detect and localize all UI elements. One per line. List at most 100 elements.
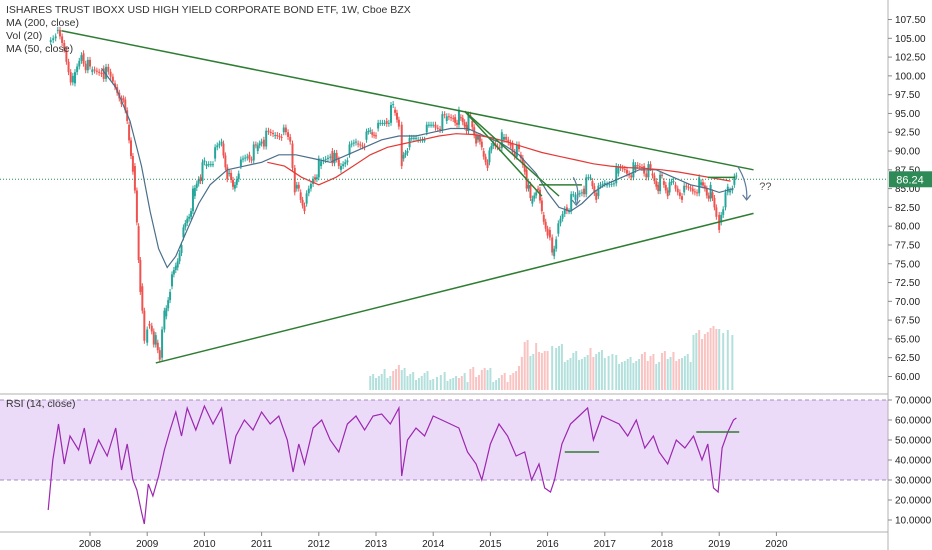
volume-bar — [623, 361, 626, 390]
candle-body — [412, 137, 415, 139]
volume-bar — [706, 332, 709, 390]
candle-body — [724, 192, 727, 208]
candle-body — [513, 151, 516, 157]
price-tick-label: 82.50 — [895, 203, 920, 214]
trendline — [61, 30, 754, 171]
volume-bar — [638, 359, 641, 390]
candle-body — [711, 192, 714, 198]
price-tick-label: 105.00 — [895, 34, 926, 45]
time-tick-label: 2012 — [308, 539, 331, 550]
volume-bar — [692, 335, 695, 390]
candle-body — [357, 143, 360, 145]
candle-body — [685, 185, 688, 187]
candle-body — [102, 68, 105, 79]
candle-body — [95, 70, 98, 72]
candle-body — [299, 192, 302, 200]
candle-body — [674, 184, 677, 189]
candle-body — [71, 75, 74, 83]
candle-body — [436, 127, 439, 129]
candle-body — [597, 185, 600, 197]
candle-body — [430, 124, 433, 126]
candle-body — [228, 172, 231, 174]
candle-body — [595, 192, 598, 200]
candle-body — [700, 182, 703, 185]
candle-body — [477, 136, 480, 140]
candle-body — [141, 286, 144, 311]
rsi-tick-label: 40.0000 — [895, 456, 932, 467]
candle-body — [565, 207, 568, 212]
candle-body — [67, 61, 70, 73]
volume-bar — [555, 348, 558, 390]
volume-bar — [406, 376, 409, 390]
volume-bar — [566, 360, 569, 390]
candle-body — [250, 159, 253, 161]
candle-body — [649, 164, 652, 168]
volume-bar — [477, 375, 480, 390]
candle-body — [683, 185, 686, 193]
price-tick-label: 95.00 — [895, 109, 920, 120]
rsi-pane-legend: RSI (14, close) — [6, 398, 75, 411]
rsi-label[interactable]: RSI (14, close) — [6, 398, 76, 410]
candle-body — [317, 158, 320, 178]
time-tick-label: 2011 — [251, 539, 273, 550]
volume-bar — [538, 352, 541, 390]
volume-bar — [486, 370, 489, 390]
candle-body — [689, 187, 692, 189]
candle-body — [392, 104, 395, 106]
candle-body — [471, 120, 474, 128]
candle-body — [156, 342, 159, 351]
rsi-tick-label: 30.0000 — [895, 476, 932, 487]
candle-body — [265, 130, 268, 147]
candle-body — [246, 156, 249, 158]
indicator-ma200[interactable]: MA (200, close) — [6, 17, 79, 29]
volume-bar — [403, 368, 406, 390]
candle-body — [546, 228, 549, 236]
candle-body — [114, 83, 117, 88]
candle-body — [475, 135, 478, 144]
price-tick-label: 75.00 — [895, 259, 920, 270]
volume-bar — [649, 356, 652, 390]
volume-bar — [558, 346, 561, 390]
price-series — [49, 26, 738, 363]
candle-body — [733, 176, 736, 185]
candle-body — [551, 237, 554, 253]
candle-body — [523, 164, 526, 172]
indicator-vol[interactable]: Vol (20) — [6, 30, 43, 42]
candle-body — [313, 177, 316, 180]
volume-bar — [439, 375, 442, 390]
volume-bar — [703, 334, 706, 390]
volume-bar — [681, 358, 684, 390]
candle-body — [178, 253, 181, 262]
candle-body — [348, 144, 351, 155]
candle-body — [661, 174, 663, 176]
candle-body — [214, 147, 217, 159]
candle-body — [73, 72, 76, 84]
volume-bar — [683, 356, 686, 390]
candle-body — [625, 169, 628, 174]
candle-body — [705, 188, 708, 196]
candle-body — [80, 55, 83, 61]
candle-body — [610, 183, 613, 185]
candle-body — [443, 114, 446, 116]
time-tick-label: 2013 — [365, 539, 388, 550]
candle-body — [467, 114, 470, 131]
candle-body — [335, 152, 338, 160]
candle-body — [237, 173, 240, 180]
candle-body — [191, 188, 194, 212]
price-tick-label: 92.50 — [895, 128, 920, 139]
price-tick-label: 72.50 — [895, 278, 920, 289]
volume-bar — [520, 357, 523, 390]
candle-body — [354, 141, 357, 143]
candle-body — [180, 244, 183, 254]
indicator-ma50[interactable]: MA (50, close) — [6, 43, 74, 55]
trendline — [464, 110, 543, 197]
volume-bar — [715, 329, 718, 390]
candle-body — [276, 135, 279, 137]
volume-bar — [689, 362, 692, 390]
volume-bar — [607, 356, 610, 390]
volume-bar — [506, 382, 509, 390]
chart-title: ISHARES TRUST IBOXX USD HIGH YIELD CORPO… — [6, 4, 411, 16]
candle-body — [441, 114, 444, 130]
